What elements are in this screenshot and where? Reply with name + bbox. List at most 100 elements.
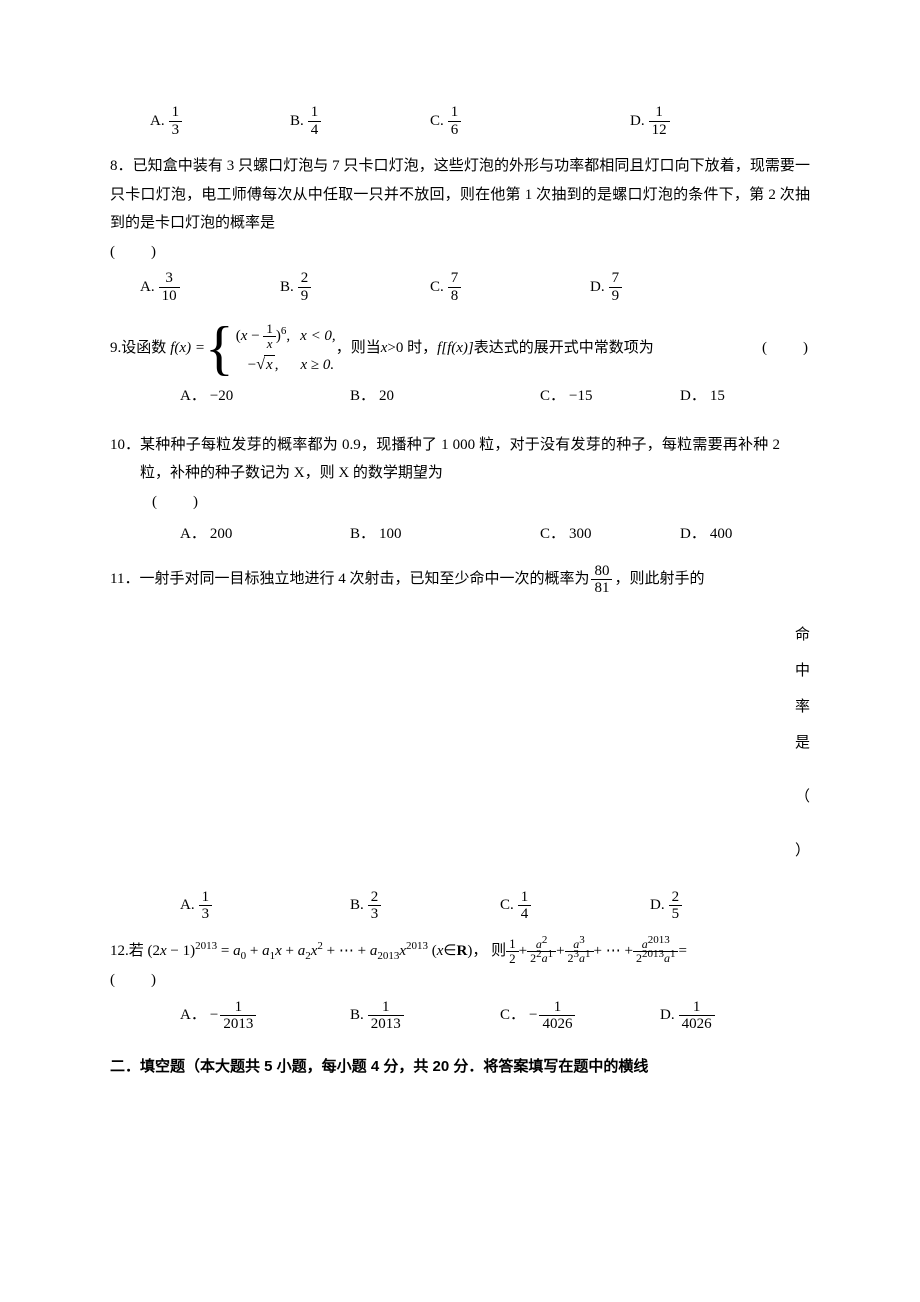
q10-opt-b-label: B． (350, 520, 375, 549)
q9-opt-b-label: B． (350, 382, 375, 411)
q8-opt-d: D. 7 9 (590, 270, 670, 304)
q10-opt-a: A． 200 (180, 520, 350, 549)
q12-opt-c: C． − 14026 (500, 999, 660, 1033)
q8-opt-b-frac: 2 9 (298, 270, 312, 304)
section-2-heading: 二．填空题（本大题共 5 小题，每小题 4 分，共 20 分．将答案填写在题中的… (110, 1053, 810, 1082)
q11-opt-d-frac: 2 5 (669, 889, 683, 923)
q11-opt-b: B. 2 3 (350, 889, 500, 923)
q11-opt-d-label: D. (650, 891, 665, 920)
q9-piecewise-content: (x − 1x)6, x < 0, −√x, x ≥ 0. (236, 318, 336, 378)
q9-opt-b: B． 20 (350, 382, 540, 411)
q12-expr: 若 (2x − 1)2013 = a0 + a1x + a2x2 + ⋯ + a… (129, 937, 473, 966)
q12-opt-d: D. 14026 (660, 999, 740, 1033)
q11-opt-c-frac: 1 4 (518, 889, 532, 923)
q11-opt-d: D. 2 5 (650, 889, 730, 923)
q7-opt-c-frac: 1 6 (448, 104, 462, 138)
q8-number: 8． (110, 158, 133, 174)
q12-blank: ( ) (110, 966, 810, 995)
q12-opt-d-label: D. (660, 1001, 675, 1030)
q11-before: 一射手对同一目标独立地进行 4 次射击，已知至少命中一次的概率为 (139, 565, 589, 594)
q8-block: 8．已知盒中装有 3 只螺口灯泡与 7 只卡口灯泡，这些灯泡的外形与功率都相同且… (110, 152, 810, 304)
q7-opt-c-label: C. (430, 107, 444, 136)
q11-number: 11． (110, 565, 139, 594)
q10-opt-d: D． 400 (680, 520, 760, 549)
q8-opt-a-frac: 3 10 (159, 270, 180, 304)
q12-opt-a: A． − 12013 (180, 999, 350, 1033)
q10-text: 10．某种种子每粒发芽的概率都为 0.9，现播种了 1 000 粒，对于没有发芽… (110, 431, 810, 488)
q8-body: 已知盒中装有 3 只螺口灯泡与 7 只卡口灯泡，这些灯泡的外形与功率都相同且灯口… (110, 158, 810, 231)
q10-opt-d-label: D． (680, 520, 706, 549)
q11-options-row: A. 1 3 B. 2 3 C. 1 4 (110, 889, 810, 923)
q9-fx: f(x) = (170, 334, 205, 363)
q11-paren-close: ） (110, 833, 810, 869)
q9-opt-a-label: A． (180, 382, 206, 411)
q9-piecewise: { (x − 1x)6, x < 0, −√x, x ≥ 0. (205, 318, 336, 378)
q11-opt-b-label: B. (350, 891, 364, 920)
q9-opt-c-label: C． (540, 382, 565, 411)
q11-opt-c: C. 1 4 (500, 889, 650, 923)
q10-blank: ( ) (110, 488, 810, 517)
q9-opt-d-value: 15 (710, 382, 725, 411)
q7-options-row: A. 1 3 B. 1 4 C. 1 6 (110, 104, 810, 138)
q9-opt-a-value: −20 (210, 382, 233, 411)
q11-vertical-char-3: 是 (110, 725, 810, 761)
q8-text: 8．已知盒中装有 3 只螺口灯泡与 7 只卡口灯泡，这些灯泡的外形与功率都相同且… (110, 152, 810, 238)
q7-opt-b-label: B. (290, 107, 304, 136)
q9-number: 9. (110, 334, 121, 363)
q10-opt-c-value: 300 (569, 520, 592, 549)
q12-number: 12. (110, 937, 129, 966)
q12-rhs: 12 + a222a1 + a323a1 + ⋯ + a201322013a1 … (506, 937, 687, 967)
q7-options-block: A. 1 3 B. 1 4 C. 1 6 (110, 104, 810, 138)
left-brace-icon: { (205, 318, 234, 378)
q12-opt-b: B. 12013 (350, 999, 500, 1033)
q12-opt-b-label: B. (350, 1001, 364, 1030)
q10-body: 某种种子每粒发芽的概率都为 0.9，现播种了 1 000 粒，对于没有发芽的种子… (140, 431, 780, 488)
q12-options-row: A． − 12013 B. 12013 C． − 14026 D. 14026 (110, 999, 810, 1033)
q8-opt-c-label: C. (430, 273, 444, 302)
q8-opt-c-frac: 7 8 (448, 270, 462, 304)
q11-vertical-char-0: 命 (110, 617, 810, 653)
q7-opt-a-frac: 1 3 (169, 104, 183, 138)
q11-opt-b-frac: 2 3 (368, 889, 382, 923)
q7-opt-b: B. 1 4 (290, 104, 430, 138)
q9-var: x (381, 334, 388, 363)
q9-piecewise-row-1: −√x, x ≥ 0. (236, 353, 336, 376)
q12-opt-a-label: A． (180, 1001, 206, 1030)
q7-opt-c: C. 1 6 (430, 104, 630, 138)
q12-block: 12. 若 (2x − 1)2013 = a0 + a1x + a2x2 + ⋯… (110, 937, 810, 1033)
q10-number: 10． (110, 437, 140, 453)
q7-opt-d-label: D. (630, 107, 645, 136)
q7-opt-d-frac: 1 12 (649, 104, 670, 138)
q9-row0-cond: x < 0, (300, 327, 336, 345)
q9-row1-cond: x ≥ 0. (300, 356, 334, 374)
q9-opt-c-value: −15 (569, 382, 592, 411)
q9-opt-d-label: D． (680, 382, 706, 411)
q11-opt-a-label: A. (180, 891, 195, 920)
q11-block: 11． 一射手对同一目标独立地进行 4 次射击，已知至少命中一次的概率为 80 … (110, 563, 810, 923)
q9-options-row: A． −20 B． 20 C． −15 D． 15 (110, 382, 810, 411)
q11-vertical-char-1: 中 (110, 653, 810, 689)
q11-after: ，则此射手的 (614, 565, 704, 594)
q8-opt-a-label: A. (140, 273, 155, 302)
q11-frac: 80 81 (591, 563, 612, 597)
q9-row0-expr: (x − 1x)6, (236, 322, 290, 352)
q9-blank: ( ) (762, 334, 810, 363)
q12-text: 12. 若 (2x − 1)2013 = a0 + a1x + a2x2 + ⋯… (110, 937, 810, 967)
q9-piecewise-row-0: (x − 1x)6, x < 0, (236, 320, 336, 354)
q7-opt-a: A. 1 3 (150, 104, 290, 138)
document-page: A. 1 3 B. 1 4 C. 1 6 (0, 0, 920, 1302)
q8-opt-b: B. 2 9 (280, 270, 430, 304)
q10-opt-d-value: 400 (710, 520, 733, 549)
q12-opt-d-value: 14026 (679, 999, 715, 1033)
q11-opt-c-label: C. (500, 891, 514, 920)
q9-opt-c: C． −15 (540, 382, 680, 411)
q11-opt-a: A. 1 3 (180, 889, 350, 923)
q9-after3: f[f(x)] (437, 334, 474, 363)
q10-opt-a-value: 200 (210, 520, 233, 549)
q12-opt-b-value: 12013 (368, 999, 404, 1033)
q7-opt-d: D. 1 12 (630, 104, 710, 138)
q10-opt-c: C． 300 (540, 520, 680, 549)
q8-opt-b-label: B. (280, 273, 294, 302)
q8-opt-d-label: D. (590, 273, 605, 302)
q12-opt-c-label: C． (500, 1001, 525, 1030)
